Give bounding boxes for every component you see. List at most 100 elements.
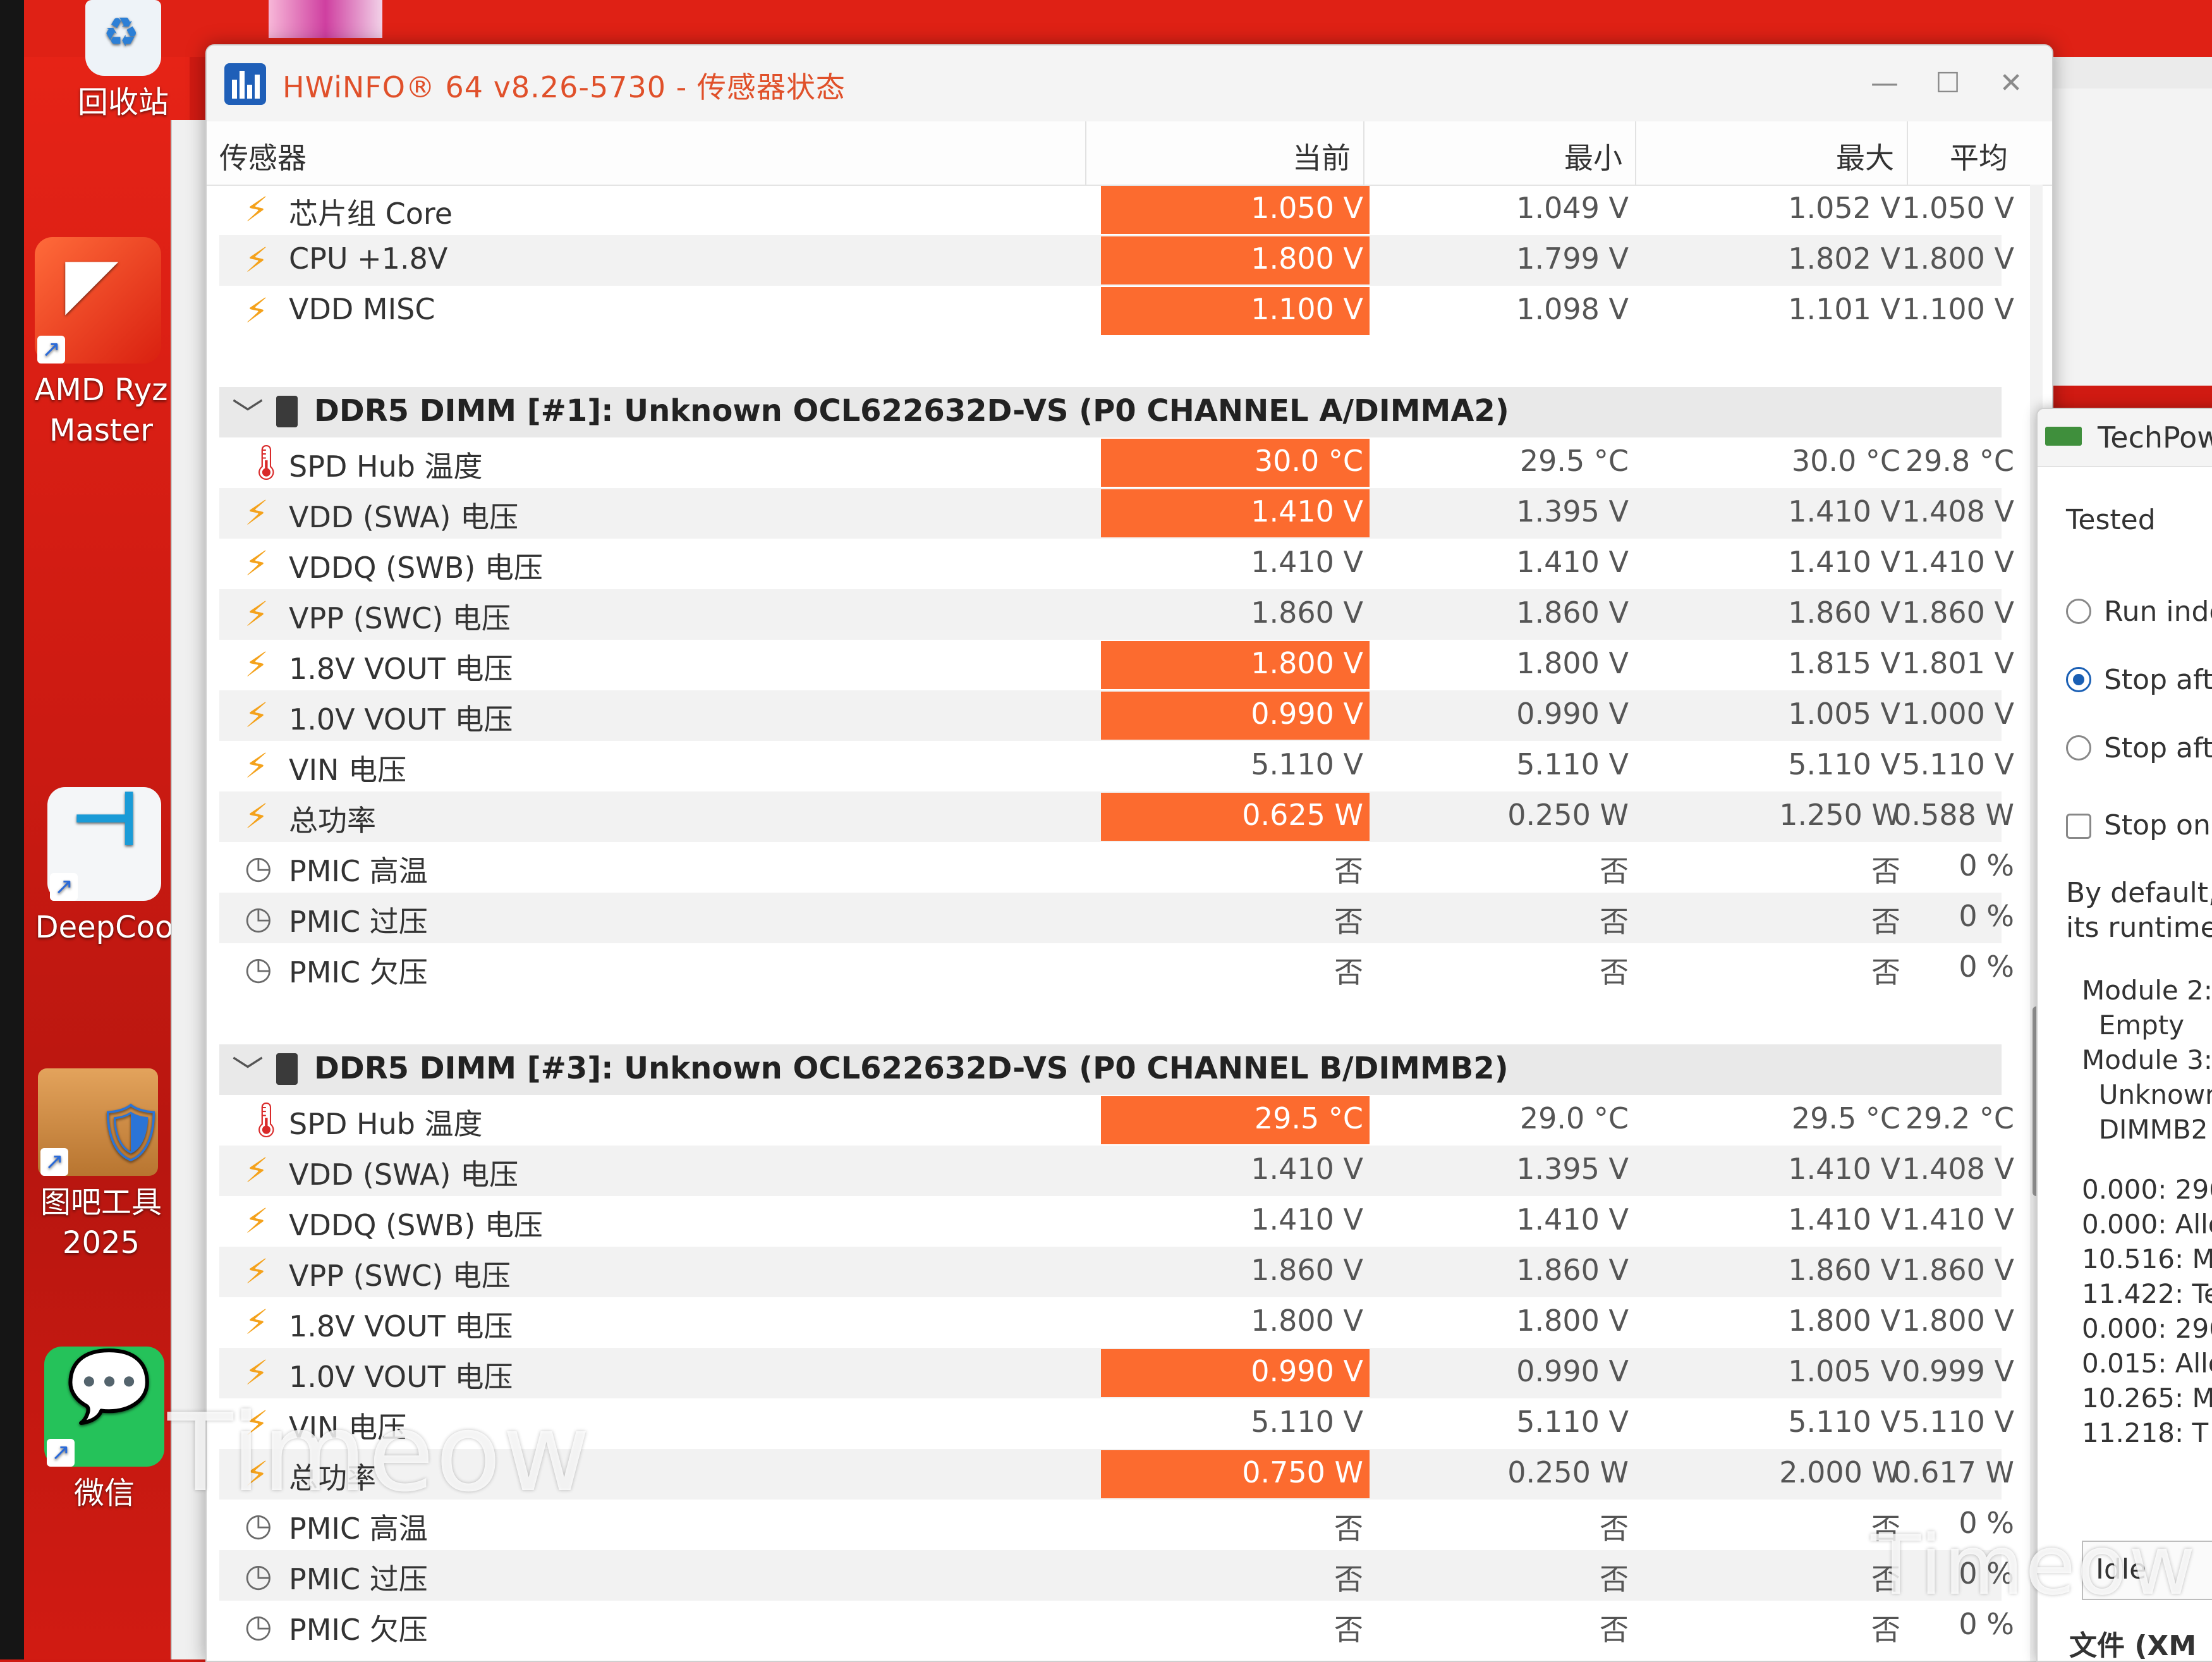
max-value: 1.101 V [1788,292,1900,326]
max-value: 1.800 V [1788,1304,1900,1338]
log-line: DIMMB2 [2082,1114,2208,1145]
table-row[interactable]: ⚡ 1.0V VOUT 电压 0.990 V 0.990 V 1.005 V 1.000 … [219,690,2014,741]
current-value-highlight [1101,641,1370,689]
table-row[interactable]: ⚡ VDDQ (SWB) 电压 1.410 V 1.410 V 1.410 V 1.410… [219,539,2014,589]
desktop-icon-label: DeepCoo [35,910,174,945]
column-header-max[interactable]: 最大 [1836,141,1894,175]
sensor-name: VDD MISC [289,292,435,326]
desktop-icon-wechat[interactable]: 💬 ↗ 微信 [25,1347,183,1513]
max-value: 30.0 °C [1791,444,1900,478]
radio-stop-after-2[interactable] [2066,735,2091,761]
log-line: 10.516: M [2082,1243,2212,1274]
table-row[interactable]: ◷ PMIC 高温 否 否 否 0 % [219,1500,2014,1550]
table-row[interactable]: ⚡ 1.8V VOUT 电压 1.800 V 1.800 V 1.815 V 1.801 … [219,640,2014,690]
max-value: 否 [1871,1613,1900,1647]
shortcut-arrow-icon: ↗ [47,1439,75,1467]
column-header-sensor[interactable]: 传感器 [219,141,307,175]
table-row[interactable]: ⚡ 总功率 0.625 W 0.250 W 1.250 W 0.588 W [219,791,2014,842]
table-row[interactable]: ⚡ 1.8V VOUT 电压 1.800 V 1.800 V 1.800 V 1.800 … [219,1297,2014,1348]
avg-value: 0 % [1959,848,2014,883]
radio-stop-after-1[interactable] [2066,667,2091,692]
log-line: 0.000: 296 [2082,1313,2212,1344]
table-row[interactable]: ◷ PMIC 高温 否 否 否 0 % [219,842,2014,893]
memory-icon [2045,427,2082,446]
max-value: 1.860 V [1788,596,1900,630]
avg-value: 0 % [1959,1607,2014,1641]
table-row[interactable]: ◷ PMIC 过压 否 否 否 0 % [219,893,2014,943]
voltage-icon: ⚡ [245,1403,269,1443]
current-value-highlight [1101,1450,1370,1498]
max-value: 1.410 V [1788,494,1900,529]
column-header-current[interactable]: 当前 [1292,141,1351,175]
table-row[interactable]: 🌡 SPD Hub 温度 30.0 °C 29.5 °C 30.0 °C 29.8 °C [219,437,2014,488]
minimize-button[interactable]: — [1871,67,1899,99]
desktop-icon-label: AMD Ryz Master [34,372,168,448]
table-row[interactable]: ⚡ 总功率 0.750 W 0.250 W 2.000 W 0.617 W [219,1449,2014,1500]
current-value: 1.410 V [1251,494,1363,529]
radio-label[interactable]: Run inde [2104,596,2212,628]
table-row[interactable]: ⚡ 芯片组 Core 1.050 V 1.049 V 1.052 V 1.050 V [219,185,2014,235]
table-row[interactable]: ⚡ VPP (SWC) 电压 1.860 V 1.860 V 1.860 V 1.860 … [219,589,2014,640]
desktop-icon-recycle-bin[interactable]: ♻ 回收站 [44,0,202,123]
avg-value: 5.110 V [1902,747,2014,781]
min-value: 1.395 V [1516,1152,1629,1186]
table-row[interactable]: ⚡ 1.0V VOUT 电压 0.990 V 0.990 V 1.005 V 0.999 … [219,1348,2014,1398]
column-separator[interactable] [1363,121,1364,185]
desktop-icon-label: 回收站 [77,85,169,120]
table-row[interactable]: ⚡ VDDQ (SWB) 电压 1.410 V 1.410 V 1.410 V 1.410… [219,1196,2014,1247]
avg-value: 1.410 V [1902,1202,2014,1237]
voltage-icon: ⚡ [245,493,269,533]
desktop-icon-deepcool[interactable]: ⊣ ↗ DeepCoo [25,782,183,948]
sensor-name: CPU +1.8V [289,241,448,276]
desktop-icon-amd-ryzen-master[interactable]: ◤ ↗ AMD Ryz Master [19,237,177,451]
radio-label[interactable]: Stop afte [2104,664,2212,696]
description-line-1: By default, [2066,877,2212,909]
column-separator[interactable] [1635,121,1636,185]
sensor-name: SPD Hub 温度 [289,449,483,484]
max-value: 1.802 V [1788,241,1900,276]
table-row[interactable]: ⚡ VDD (SWA) 电压 1.410 V 1.395 V 1.410 V 1.408 … [219,1146,2014,1196]
table-row[interactable]: ⚡ VIN 电压 5.110 V 5.110 V 5.110 V 5.110 V [219,741,2014,791]
table-row[interactable]: ⚡ VPP (SWC) 电压 1.860 V 1.860 V 1.860 V 1.860 … [219,1247,2014,1297]
temperature-icon: 🌡 [245,1100,288,1140]
min-value: 0.250 W [1507,798,1629,832]
close-button[interactable]: ✕ [1999,67,2023,99]
table-row[interactable]: 🌡 SPD Hub 温度 29.5 °C 29.0 °C 29.5 °C 29.2 °C [219,1095,2014,1146]
current-value: 1.410 V [1251,1152,1363,1186]
table-row[interactable]: ⚡ VDD (SWA) 电压 1.410 V 1.395 V 1.410 V 1.408 … [219,488,2014,539]
hwinfo-sensor-window: HWiNFO® 64 v8.26-5730 - 传感器状态 — ☐ ✕ 传感器 … [205,44,2053,1662]
voltage-icon: ⚡ [245,746,269,786]
status-field: Idle [2082,1541,2212,1600]
table-row[interactable]: ⚡ VDD MISC 1.100 V 1.098 V 1.101 V 1.100 V [219,286,2014,336]
stop-on-error-checkbox[interactable] [2066,814,2091,839]
radio-label[interactable]: Stop afte [2104,732,2212,764]
chevron-down-icon[interactable]: ﹀ [232,396,264,433]
sensor-group-header[interactable]: ﹀ DDR5 DIMM [#3]: Unknown OCL622632D-VS (… [219,1044,2002,1095]
memory-module-icon [276,396,298,427]
column-header-min[interactable]: 最小 [1564,141,1622,175]
table-row[interactable]: ◷ PMIC 欠压 否 否 否 0 % [219,943,2014,994]
maximize-button[interactable]: ☐ [1935,67,1960,99]
min-value: 否 [1600,905,1629,939]
column-separator[interactable] [1085,121,1086,185]
sensor-name: VIN 电压 [289,1410,407,1445]
column-header-avg[interactable]: 平均 [1950,141,2008,175]
table-row[interactable]: ◷ PMIC 欠压 否 否 否 0 % [219,1601,2014,1651]
sensor-group-header[interactable]: ﹀ DDR5 DIMM [#1]: Unknown OCL622632D-VS (… [219,387,2002,437]
desktop-icon-tuba-toolbox[interactable]: 🛡 ↗ 图吧工具 2025 [19,1068,177,1263]
table-row[interactable]: ⚡ VIN 电压 5.110 V 5.110 V 5.110 V 5.110 V [219,1398,2014,1449]
desktop-thumbnail[interactable] [269,0,382,38]
min-value: 0.250 W [1507,1455,1629,1489]
voltage-icon: ⚡ [245,240,269,280]
titlebar[interactable]: HWiNFO® 64 v8.26-5730 - 传感器状态 — ☐ ✕ [207,46,2052,123]
checkbox-label[interactable]: Stop on [2104,809,2211,841]
column-separator[interactable] [1907,121,1908,185]
current-value: 否 [1334,1613,1363,1647]
chevron-down-icon[interactable]: ﹀ [232,1054,264,1091]
techpowerup-titlebar[interactable]: TechPow [2038,409,2212,467]
table-row[interactable]: ⚡ CPU +1.8V 1.800 V 1.799 V 1.802 V 1.800 V [219,235,2014,286]
radio-run-indefinitely[interactable] [2066,599,2091,624]
log-line: Empty [2082,1010,2185,1041]
table-row[interactable]: ◷ PMIC 过压 否 否 否 0 % [219,1550,2014,1601]
sensor-name: 1.0V VOUT 电压 [289,702,513,736]
